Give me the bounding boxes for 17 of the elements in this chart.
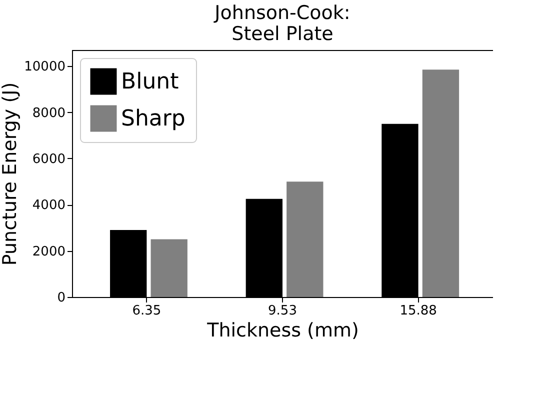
- legend-label: Blunt: [121, 70, 180, 94]
- chart-title: Johnson-Cook: Steel Plate: [214, 2, 350, 45]
- y-tick-label: 10000: [24, 60, 66, 75]
- x-tick-label: 15.88: [400, 304, 437, 318]
- y-tick-label: 2000: [32, 244, 66, 260]
- bar: [422, 70, 460, 297]
- x-tick-label: 9.53: [268, 304, 297, 318]
- bar: [286, 182, 324, 297]
- y-tick-label: 4000: [32, 198, 66, 214]
- x-axis-title: Thickness (mm): [206, 320, 359, 342]
- y-tick-label: 0: [57, 290, 66, 306]
- y-axis-title: Puncture Energy (J): [0, 82, 22, 266]
- y-tick-label: 6000: [32, 152, 66, 167]
- bar: [150, 239, 188, 297]
- x-tick-label: 6.35: [132, 304, 162, 318]
- legend-label: Sharp: [121, 106, 186, 132]
- y-tick-label: 8000: [32, 106, 66, 121]
